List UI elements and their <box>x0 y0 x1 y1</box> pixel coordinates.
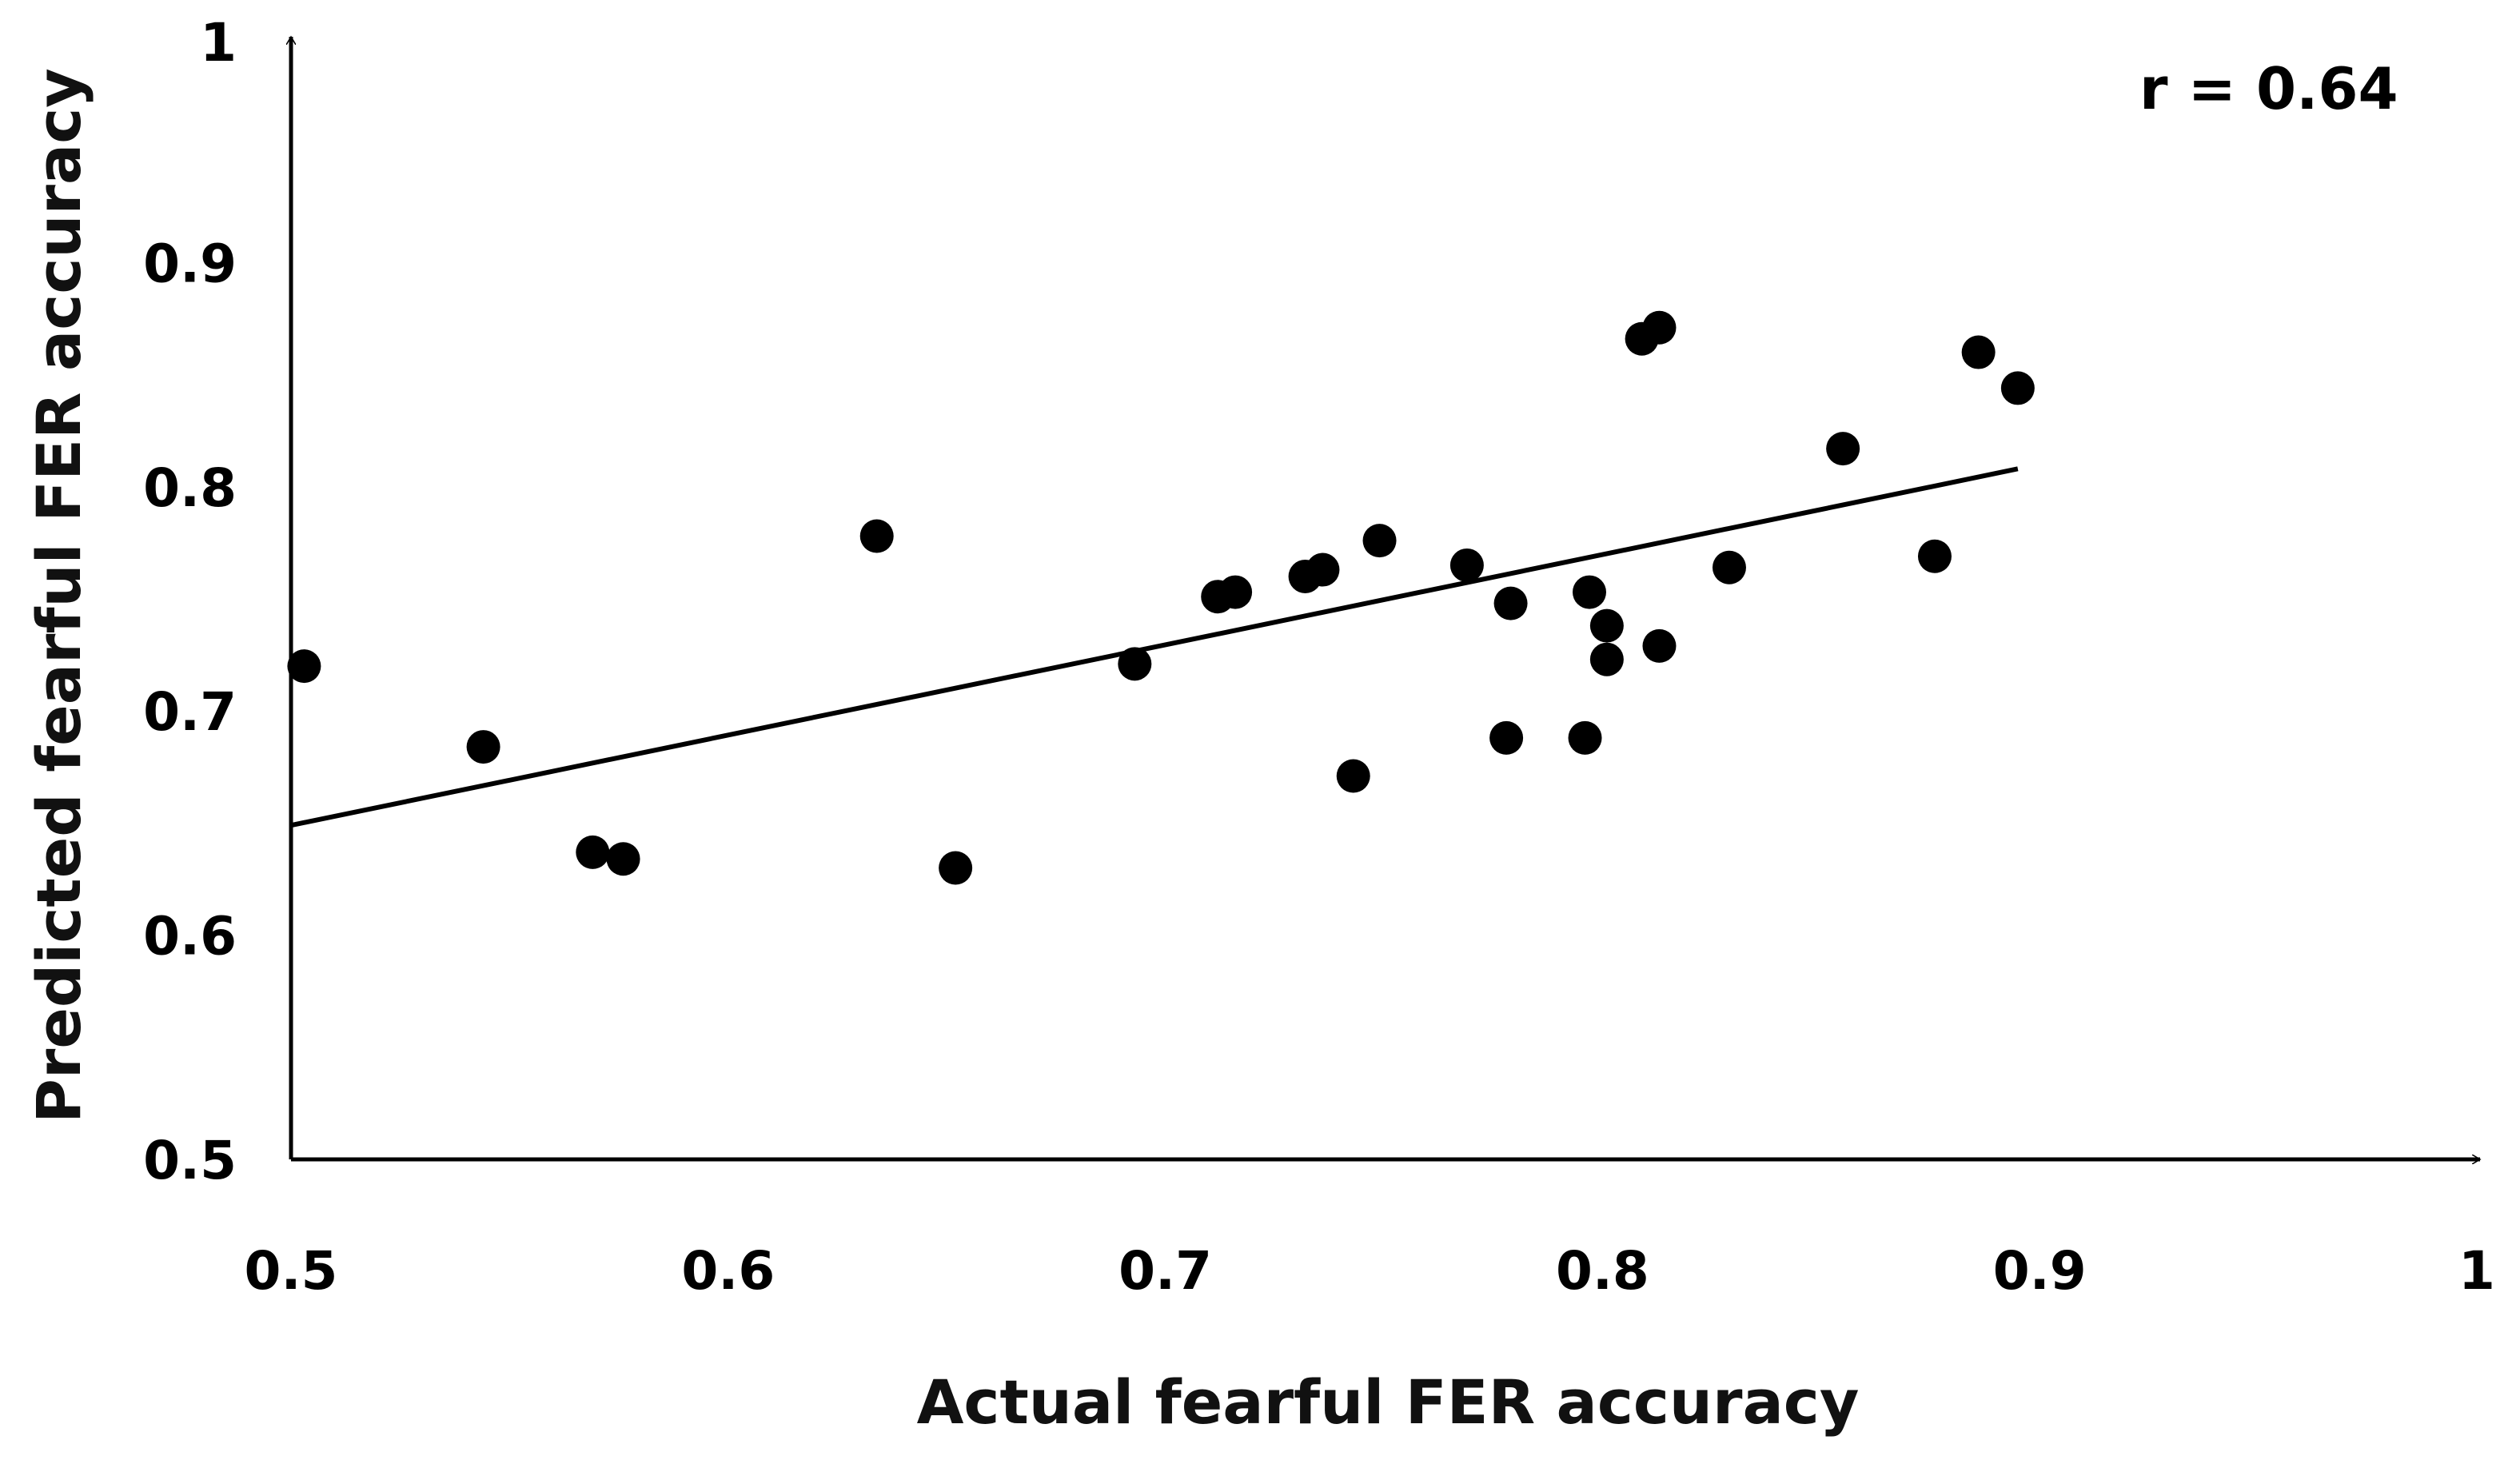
y-tick-label: 0.8 <box>143 457 237 519</box>
y-tick-label: 0.7 <box>143 681 237 743</box>
data-point <box>576 835 610 869</box>
correlation-annotation: r = 0.64 <box>2139 55 2398 122</box>
y-tick-labels: 0.5 0.6 0.7 0.8 0.9 1 <box>143 12 237 1191</box>
data-point <box>466 730 500 764</box>
data-point <box>1568 720 1602 755</box>
axes <box>291 37 2480 1159</box>
data-points <box>287 310 2035 885</box>
data-point <box>1118 647 1152 681</box>
data-point <box>1917 539 1952 573</box>
y-tick-label: 0.9 <box>143 233 237 294</box>
x-tick-label: 0.5 <box>245 1240 338 1302</box>
y-tick-label: 0.5 <box>143 1130 237 1191</box>
data-point <box>1218 575 1253 609</box>
x-tick-label: 1 <box>2458 1240 2495 1302</box>
x-tick-labels: 0.5 0.6 0.7 0.8 0.9 1 <box>245 1240 2495 1302</box>
data-point <box>1489 720 1524 755</box>
y-tick-label: 0.6 <box>143 906 237 967</box>
x-tick-label: 0.7 <box>1118 1240 1212 1302</box>
data-point <box>1961 335 1996 369</box>
data-point <box>1449 548 1484 582</box>
y-tick-label: 1 <box>200 12 237 74</box>
data-point <box>2000 371 2035 405</box>
data-point <box>1306 552 1340 587</box>
x-axis-title: Actual fearful FER accuracy <box>917 1366 1860 1438</box>
data-point <box>287 649 321 684</box>
x-tick-label: 0.6 <box>681 1240 775 1302</box>
data-point <box>1589 608 1624 643</box>
x-tick-label: 0.9 <box>1993 1240 2087 1302</box>
data-point <box>859 519 894 553</box>
x-tick-label: 0.8 <box>1556 1240 1649 1302</box>
data-point <box>1572 575 1606 609</box>
data-point <box>1826 432 1860 466</box>
y-axis-title: Predicted fearful FER accuracy <box>23 68 94 1123</box>
data-point <box>1642 310 1677 345</box>
data-point <box>606 842 640 876</box>
data-point <box>939 851 973 885</box>
trendline-group <box>290 466 2019 828</box>
data-point <box>1642 628 1677 663</box>
data-point <box>1362 524 1397 558</box>
data-point <box>1493 586 1528 620</box>
data-point <box>1712 550 1746 584</box>
data-point <box>1336 759 1370 793</box>
trendline <box>290 466 2019 828</box>
data-point <box>1589 642 1624 676</box>
